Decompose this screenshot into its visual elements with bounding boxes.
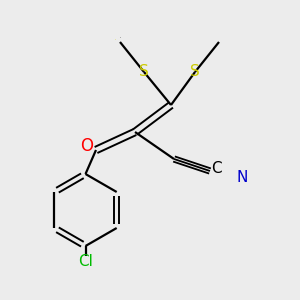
Text: S: S bbox=[139, 64, 149, 80]
Text: Cl: Cl bbox=[78, 254, 93, 269]
Text: N: N bbox=[237, 169, 248, 184]
Text: S: S bbox=[190, 64, 200, 80]
Text: C: C bbox=[212, 160, 222, 175]
Text: S: S bbox=[115, 38, 116, 40]
Text: O: O bbox=[80, 137, 93, 155]
Text: S: S bbox=[120, 37, 121, 38]
